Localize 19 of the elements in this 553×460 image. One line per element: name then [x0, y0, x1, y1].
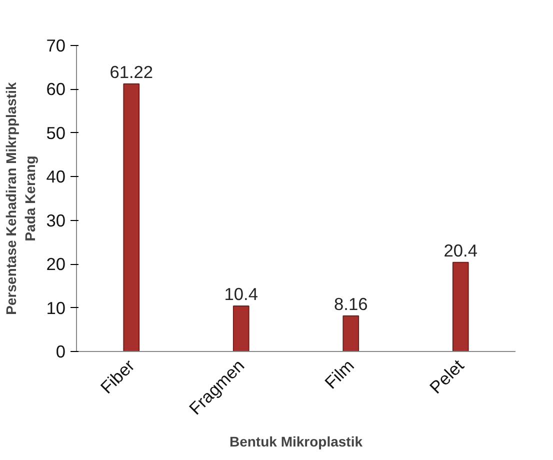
data-label: 10.4 [224, 284, 258, 304]
bar [123, 83, 140, 352]
y-tick-label: 0 [56, 342, 66, 362]
bar [342, 315, 360, 352]
y-tick-label: 70 [46, 36, 66, 56]
y-tick-label: 20 [46, 254, 66, 274]
data-label: 8.16 [334, 294, 368, 314]
x-tick-label: Film [320, 355, 358, 393]
data-label: 61.22 [110, 62, 154, 82]
y-tick-label: 60 [46, 79, 66, 100]
data-label: 20.4 [444, 240, 478, 260]
y-tick-label: 50 [46, 122, 66, 143]
x-axis-title: Bentuk Mikroplastik [229, 434, 363, 450]
bar [232, 306, 250, 352]
y-tick-label: 40 [46, 166, 66, 187]
y-tick-label: 30 [46, 210, 66, 230]
y-tick-label: 10 [46, 298, 66, 318]
y-axis-title: Persentase Kehadiran Mikrpplastik Pada Kerang [3, 82, 38, 315]
bar [452, 262, 469, 352]
